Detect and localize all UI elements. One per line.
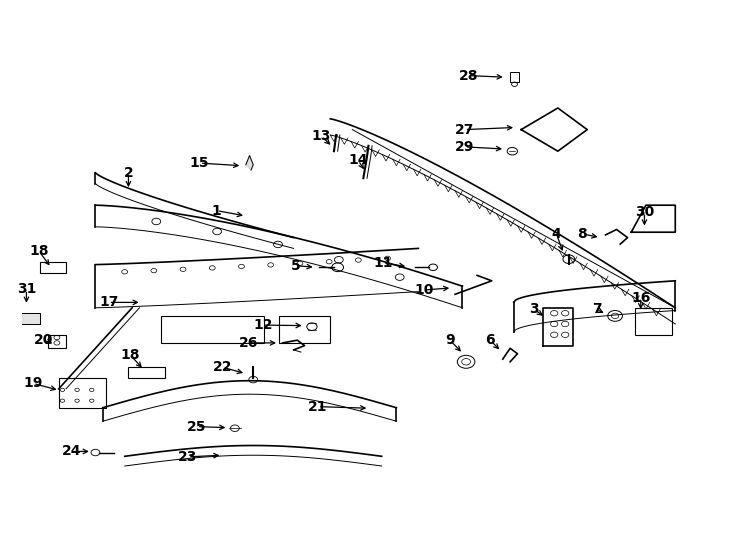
Text: 1: 1	[211, 204, 222, 218]
Text: 10: 10	[415, 283, 434, 297]
Polygon shape	[22, 313, 40, 324]
Text: 24: 24	[62, 444, 81, 458]
Bar	[59, 378, 106, 408]
Text: 27: 27	[455, 123, 474, 137]
Text: 2: 2	[123, 166, 134, 180]
Text: 11: 11	[374, 256, 393, 270]
Text: 14: 14	[349, 153, 368, 167]
Text: 18: 18	[29, 244, 48, 258]
Polygon shape	[246, 156, 253, 170]
Text: 15: 15	[190, 156, 209, 170]
Text: 6: 6	[485, 333, 495, 347]
Text: 29: 29	[455, 140, 474, 154]
Text: 17: 17	[99, 295, 118, 309]
Text: 21: 21	[308, 400, 327, 414]
Text: 8: 8	[577, 227, 587, 241]
Bar	[279, 316, 330, 343]
Text: 22: 22	[213, 360, 232, 374]
Text: 23: 23	[178, 450, 197, 464]
Text: 13: 13	[312, 129, 331, 143]
Text: 19: 19	[23, 376, 43, 390]
Bar	[48, 335, 66, 348]
Text: 28: 28	[459, 69, 478, 83]
Text: 16: 16	[631, 291, 650, 305]
Bar	[40, 262, 66, 273]
Text: 20: 20	[34, 333, 54, 347]
Text: 9: 9	[445, 333, 455, 347]
Text: 3: 3	[529, 302, 539, 316]
Text: 5: 5	[291, 259, 301, 273]
Bar	[510, 72, 519, 82]
Text: 26: 26	[239, 336, 258, 350]
Bar	[161, 316, 264, 343]
Text: 18: 18	[121, 348, 140, 362]
Text: 12: 12	[253, 318, 272, 332]
Bar	[128, 367, 165, 378]
Text: 7: 7	[592, 302, 602, 316]
Text: 25: 25	[187, 420, 206, 434]
Bar	[635, 308, 672, 335]
Text: 31: 31	[17, 282, 36, 296]
Text: 4: 4	[551, 227, 562, 241]
Text: 30: 30	[635, 205, 654, 219]
